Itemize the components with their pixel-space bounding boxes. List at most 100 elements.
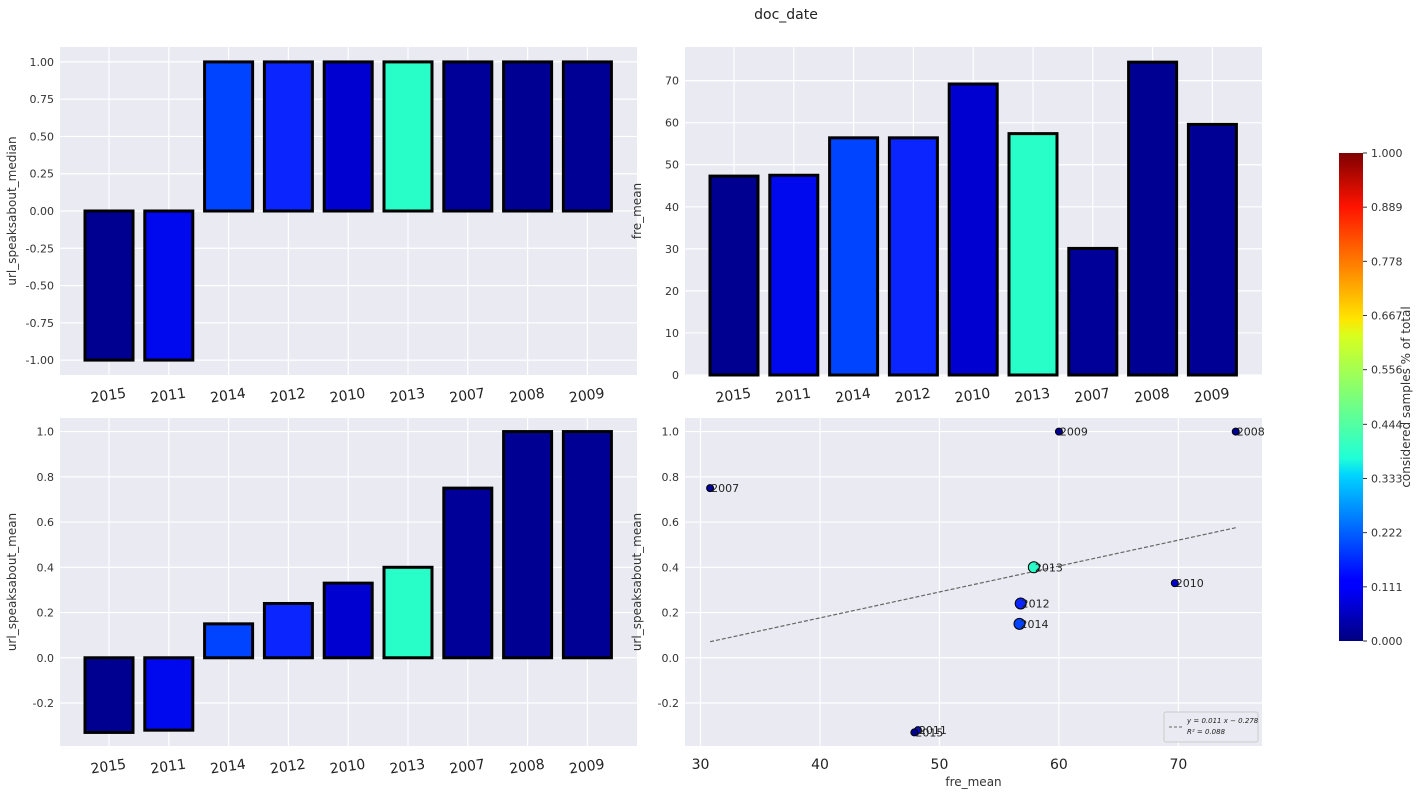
colorbar-tick-label: 1.000 xyxy=(1371,147,1403,160)
point-2009 xyxy=(1054,427,1063,436)
panel-bottom-right: 1.0 0.8 0.6 0.4 0.2 0.0 -0.2 url_speaksabout_me… xyxy=(630,418,1265,789)
point-2010 xyxy=(1170,579,1179,588)
point-2015 xyxy=(910,728,919,737)
bar-2014 xyxy=(203,622,255,660)
legend-box xyxy=(1163,711,1259,743)
plot-area xyxy=(685,418,1262,746)
x-tick-label: 2009 xyxy=(568,386,606,407)
point-label: 2008 xyxy=(1237,426,1265,439)
x-tick-label: 2011 xyxy=(149,386,187,407)
x-tick-label: 2009 xyxy=(568,757,606,778)
x-tick-label: 2013 xyxy=(1014,386,1052,407)
x-tick-label: 2014 xyxy=(834,386,872,407)
x-tick-label: 2011 xyxy=(149,757,187,778)
y-axis-label: url_speaksabout_mean xyxy=(5,513,19,651)
colorbar-tick-label: 0.111 xyxy=(1371,581,1403,594)
y-tick-label: 0.50 xyxy=(30,130,55,143)
y-tick-label: 40 xyxy=(665,201,679,214)
y-tick-label: 0.8 xyxy=(37,471,55,484)
y-axis-label: url_speaksabout_median xyxy=(5,136,19,285)
colorbar-tick-label: 0.556 xyxy=(1371,364,1403,377)
y-tick-label: 30 xyxy=(665,243,679,256)
bar-2011 xyxy=(143,656,195,732)
bar-2010 xyxy=(322,581,374,660)
y-tick-label: 0 xyxy=(672,369,679,382)
x-tick-label: 2015 xyxy=(715,386,753,407)
y-tick-label: 70 xyxy=(665,75,679,88)
bar-2007 xyxy=(1067,246,1119,377)
y-axis-label: url_speaksabout_mean xyxy=(630,513,644,651)
y-tick-label: -1.00 xyxy=(26,354,54,367)
bar-2015 xyxy=(708,174,760,377)
bar-2015 xyxy=(83,656,135,734)
y-tick-label: 1.0 xyxy=(662,426,680,439)
x-tick-label: 40 xyxy=(811,757,829,773)
y-tick-label: -0.75 xyxy=(26,317,54,330)
point-2013 xyxy=(1027,561,1040,574)
y-tick-label: -0.50 xyxy=(26,280,54,293)
bar-2010 xyxy=(322,60,374,213)
bar-2013 xyxy=(382,565,434,660)
point-label: 2007 xyxy=(711,482,739,495)
bar-2012 xyxy=(262,601,314,660)
y-axis-label: fre_mean xyxy=(630,183,644,239)
colorbar-label: considered samples % of total xyxy=(1399,306,1413,487)
point-label: 2010 xyxy=(1176,577,1204,590)
y-tick-label: 0.2 xyxy=(37,607,55,620)
x-tick-label: 2007 xyxy=(448,386,486,407)
point-label: 2015 xyxy=(915,726,943,739)
y-tick-label: 0.75 xyxy=(30,93,55,106)
x-tick-label: 30 xyxy=(692,757,710,773)
x-tick-label: 2014 xyxy=(209,757,247,778)
point-2012 xyxy=(1014,597,1027,610)
bar-2009 xyxy=(1186,122,1238,377)
y-tick-label: 0.0 xyxy=(662,652,680,665)
x-tick-label: 2008 xyxy=(508,757,546,778)
y-tick-label: 0.00 xyxy=(30,205,55,218)
colorbar-tick-label: 0.667 xyxy=(1371,310,1403,323)
bar-2014 xyxy=(203,60,255,213)
bar-2012 xyxy=(887,136,939,377)
y-tick-label: 1.0 xyxy=(37,426,55,439)
legend-text: R² = 0.088 xyxy=(1187,728,1226,736)
colorbar-tick-label: 0.333 xyxy=(1371,472,1403,485)
colorbar-tick-label: 0.000 xyxy=(1371,635,1403,648)
x-tick-label: 2010 xyxy=(329,386,367,407)
x-tick-label: 2011 xyxy=(774,386,812,407)
point-label: 2013 xyxy=(1035,561,1063,574)
x-tick-label: 2010 xyxy=(954,386,992,407)
x-tick-label: 2009 xyxy=(1193,386,1231,407)
y-tick-label: 0.8 xyxy=(662,471,680,484)
bar-2010 xyxy=(947,82,999,377)
x-tick-label: 2007 xyxy=(1073,386,1111,407)
y-tick-label: 10 xyxy=(665,327,679,340)
point-2014 xyxy=(1013,617,1026,630)
y-tick-label: 0.6 xyxy=(37,516,55,529)
x-axis-label: fre_mean xyxy=(945,775,1001,789)
point-2008 xyxy=(1231,427,1240,436)
x-tick-label: 2015 xyxy=(90,757,128,778)
y-tick-label: 0.4 xyxy=(662,561,680,574)
colorbar-tick-label: 0.889 xyxy=(1371,201,1403,214)
x-tick-label: 2008 xyxy=(508,386,546,407)
y-tick-label: 50 xyxy=(665,159,679,172)
bar-2007 xyxy=(442,486,494,660)
x-tick-label: 60 xyxy=(1050,757,1068,773)
colorbar-gradient xyxy=(1339,153,1363,641)
y-tick-label: 0.0 xyxy=(37,652,55,665)
colorbar-tick-label: 0.444 xyxy=(1371,418,1403,431)
bar-2011 xyxy=(768,173,820,377)
x-tick-label: 2010 xyxy=(329,757,367,778)
x-tick-label: 2012 xyxy=(269,386,307,407)
bar-2007 xyxy=(442,60,494,213)
bar-2008 xyxy=(502,430,554,660)
x-tick-label: 50 xyxy=(931,757,949,773)
y-tick-label: -0.2 xyxy=(33,697,54,710)
y-tick-label: 0.6 xyxy=(662,516,680,529)
point-2007 xyxy=(706,484,715,493)
legend-text: y = 0.011 x − 0.278 xyxy=(1186,717,1259,725)
x-tick-label: 2015 xyxy=(90,386,128,407)
figure-title: doc_date xyxy=(754,7,818,23)
